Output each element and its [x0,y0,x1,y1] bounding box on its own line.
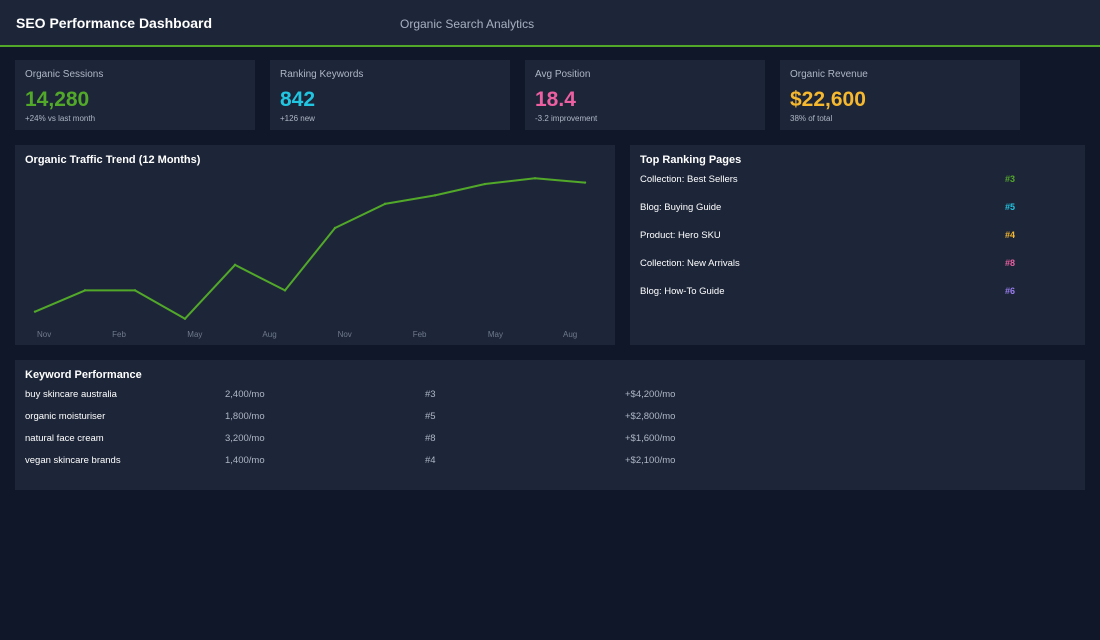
traffic-trend-panel: Organic Traffic Trend (12 Months) Nov Feb… [15,145,615,345]
top-pages-title: Top Ranking Pages [640,154,742,166]
kpi-card-avg-position[interactable]: Avg Position 18.4 -3.2 improvement [525,60,765,130]
kpi-value: 18.4 [535,88,576,111]
kpi-label: Ranking Keywords [280,69,364,80]
x-tick-label: Feb [112,330,126,339]
list-item[interactable]: Collection: New Arrivals #8 [640,258,1085,272]
keyword-term: natural face cream [25,433,104,444]
traffic-point[interactable] [333,226,337,230]
keyword-position: #4 [425,455,436,466]
x-tick-label: Nov [338,330,352,339]
page-rank: #3 [1005,174,1016,184]
keyword-volume: 2,400/mo [225,389,265,400]
keyword-term: buy skincare australia [25,389,117,400]
keyword-position: #3 [425,389,436,400]
app-header: SEO Performance Dashboard Organic Search… [0,0,1100,47]
page-name: Collection: Best Sellers [640,174,738,185]
traffic-point[interactable] [383,202,387,206]
page-name: Blog: How-To Guide [640,286,725,297]
kpi-label: Organic Revenue [790,69,868,80]
page-name: Blog: Buying Guide [640,202,722,213]
table-row[interactable]: natural face cream 3,200/mo #8 +$1,600/m… [25,433,1075,447]
kpi-subtext: -3.2 improvement [535,114,598,123]
x-tick-label: May [488,330,503,339]
kpi-subtext: 38% of total [790,114,833,123]
kpi-label: Avg Position [535,69,591,80]
x-tick-label: Aug [563,330,577,339]
keyword-performance-title: Keyword Performance [25,369,142,381]
traffic-point[interactable] [233,263,237,267]
list-item[interactable]: Blog: Buying Guide #5 [640,202,1085,216]
keyword-volume: 1,400/mo [225,455,265,466]
page-name: Collection: New Arrivals [640,258,740,269]
keyword-volume: 3,200/mo [225,433,265,444]
table-row[interactable]: organic moisturiser 1,800/mo #5 +$2,800/… [25,411,1075,425]
kpi-card-ranking-keywords[interactable]: Ranking Keywords 842 +126 new [270,60,510,130]
table-row[interactable]: buy skincare australia 2,400/mo #3 +$4,2… [25,389,1075,403]
traffic-point[interactable] [283,289,287,292]
keyword-value: +$4,200/mo [625,389,676,400]
kpi-label: Organic Sessions [25,69,104,80]
page-rank: #8 [1005,258,1016,268]
keyword-position: #8 [425,433,436,444]
traffic-point[interactable] [133,289,137,292]
traffic-point[interactable] [183,317,187,320]
keyword-term: organic moisturiser [25,411,106,422]
traffic-point[interactable] [483,182,487,186]
traffic-point[interactable] [33,310,37,313]
x-tick-label: Aug [262,330,276,339]
page-rank: #5 [1005,202,1016,212]
kpi-value: 842 [280,88,316,111]
kpi-value: 14,280 [25,88,90,111]
page-subtitle: Organic Search Analytics [400,17,535,31]
page-rank: #4 [1005,230,1016,240]
x-tick-label: May [187,330,202,339]
keyword-performance-panel: Keyword Performance buy skincare austral… [15,360,1085,490]
keyword-volume: 1,800/mo [225,411,265,422]
x-tick-label: Nov [37,330,51,339]
list-item[interactable]: Collection: Best Sellers #3 [640,174,1085,188]
page-title: SEO Performance Dashboard [16,15,213,31]
keyword-position: #5 [425,411,436,422]
table-row[interactable]: vegan skincare brands 1,400/mo #4 +$2,10… [25,455,1075,469]
traffic-point[interactable] [583,181,587,184]
traffic-point[interactable] [433,194,437,197]
traffic-point[interactable] [533,177,537,180]
traffic-point[interactable] [83,289,87,292]
page-rank: #6 [1005,286,1016,296]
page-name: Product: Hero SKU [640,230,721,241]
list-item[interactable]: Blog: How-To Guide #6 [640,286,1085,300]
keyword-value: +$2,100/mo [625,455,676,466]
traffic-line [34,177,586,320]
kpi-subtext: +24% vs last month [25,114,96,123]
list-item[interactable]: Product: Hero SKU #4 [640,230,1085,244]
keyword-value: +$1,600/mo [625,433,676,444]
top-pages-panel: Top Ranking Pages Collection: Best Selle… [630,145,1085,345]
kpi-card-organic-sessions[interactable]: Organic Sessions 14,280 +24% vs last mon… [15,60,255,130]
x-tick-label: Feb [413,330,427,339]
traffic-trend-chart: Nov Feb May Aug Nov Feb May Aug [33,177,587,339]
keyword-term: vegan skincare brands [25,455,121,466]
kpi-subtext: +126 new [280,114,315,123]
traffic-trend-title: Organic Traffic Trend (12 Months) [25,154,201,166]
keyword-value: +$2,800/mo [625,411,676,422]
kpi-card-organic-revenue[interactable]: Organic Revenue $22,600 38% of total [780,60,1020,130]
kpi-value: $22,600 [790,88,866,111]
